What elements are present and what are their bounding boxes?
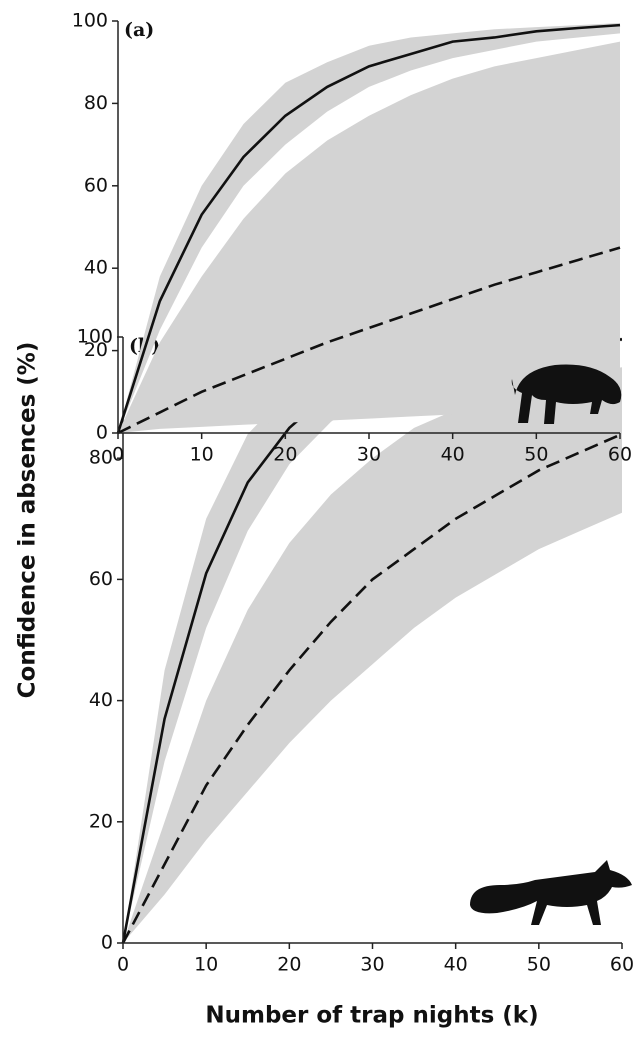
y-tick-label: 0 — [96, 422, 108, 444]
y-tick-label: 100 — [77, 326, 113, 348]
confidence-band — [118, 41, 620, 433]
y-tick-label: 80 — [89, 447, 113, 469]
confidence-band — [118, 23, 620, 434]
x-tick-label: 30 — [357, 444, 381, 466]
x-tick-label: 20 — [277, 954, 301, 976]
y-tick-label: 100 — [72, 10, 108, 32]
x-tick-label: 20 — [273, 444, 297, 466]
y-tick-label: 40 — [84, 257, 108, 279]
y-axis-label: Confidence in absences (%) — [15, 342, 41, 699]
y-tick-label: 60 — [84, 174, 108, 196]
y-tick-label: 80 — [84, 92, 108, 114]
panel: 0 20 40 60 80 100 0 10 20 30 40 50 60 (a) — [72, 10, 632, 466]
x-tick-label: 60 — [610, 954, 634, 976]
curve — [121, 432, 623, 944]
confidence-band — [123, 337, 622, 944]
x-tick-label: 50 — [524, 444, 548, 466]
y-tick-label: 40 — [89, 689, 113, 711]
x-tick-label: 10 — [194, 954, 218, 976]
x-tick-label: 10 — [190, 444, 214, 466]
x-tick-label: 0 — [112, 444, 124, 466]
x-tick-label: 50 — [527, 954, 551, 976]
x-tick-label: 30 — [360, 954, 384, 976]
raccoon-icon — [511, 364, 622, 424]
curve — [117, 246, 621, 435]
y-tick-label: 20 — [84, 339, 108, 361]
fox-icon — [470, 860, 632, 925]
confidence-band — [123, 367, 622, 943]
y-tick-label: 60 — [89, 568, 113, 590]
y-tick-label: 0 — [101, 932, 113, 954]
x-tick-label: 40 — [441, 444, 465, 466]
panel-label: (a) — [124, 19, 154, 41]
x-tick-label: 0 — [117, 954, 129, 976]
x-tick-label: 60 — [608, 444, 632, 466]
x-tick-label: 40 — [444, 954, 468, 976]
x-axis-label: Number of trap nights (k) — [205, 1003, 538, 1029]
curve — [116, 23, 621, 434]
y-tick-label: 20 — [89, 810, 113, 832]
